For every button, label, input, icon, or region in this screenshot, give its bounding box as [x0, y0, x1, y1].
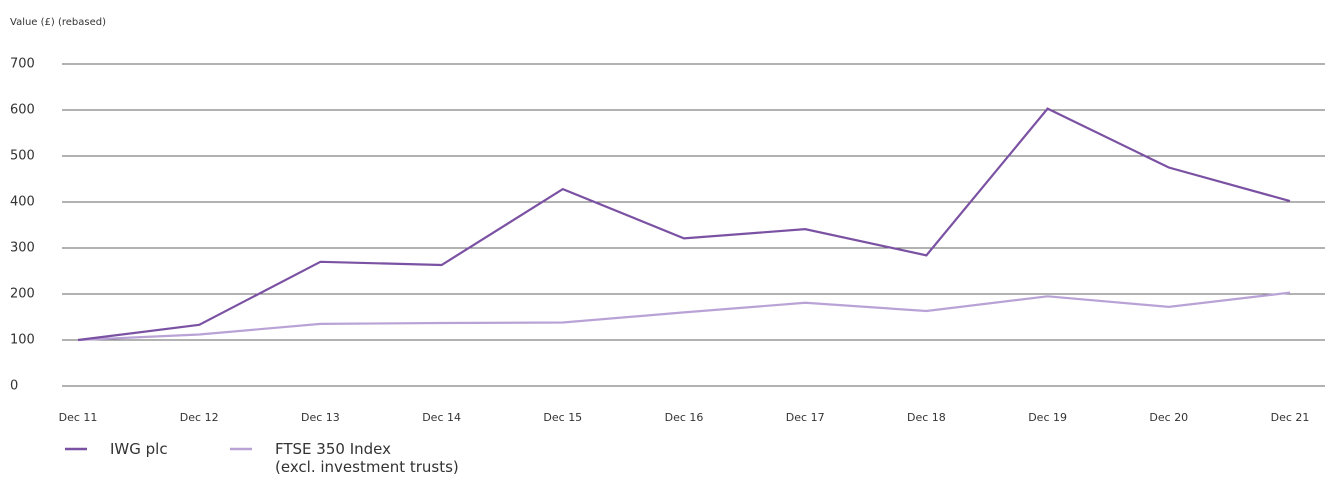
x-tick-label: Dec 19: [1028, 411, 1067, 424]
x-tick-label: Dec 15: [543, 411, 582, 424]
y-tick-label: 500: [10, 149, 35, 164]
y-tick-label: 700: [10, 57, 35, 72]
x-tick-label: Dec 21: [1271, 411, 1310, 424]
x-tick-label: Dec 13: [301, 411, 340, 424]
x-tick-label: Dec 16: [665, 411, 704, 424]
x-tick-label: Dec 14: [422, 411, 461, 424]
x-tick-label: Dec 18: [907, 411, 946, 424]
y-tick-label: 100: [10, 333, 35, 348]
y-tick-label: 400: [10, 195, 35, 210]
x-tick-label: Dec 11: [59, 411, 98, 424]
y-tick-label: 600: [10, 103, 35, 118]
y-axis-label: Value (£) (rebased): [10, 17, 106, 28]
legend-label: IWG plc: [110, 440, 168, 458]
legend-label: FTSE 350 Index (excl. investment trusts): [275, 440, 459, 476]
y-tick-label: 200: [10, 287, 35, 302]
y-tick-label: 300: [10, 241, 35, 256]
y-tick-label: 0: [10, 379, 18, 394]
x-tick-label: Dec 20: [1149, 411, 1188, 424]
series-line: [77, 107, 1291, 342]
x-tick-label: Dec 12: [180, 411, 219, 424]
series-line: [77, 291, 1291, 342]
x-tick-label: Dec 17: [786, 411, 825, 424]
